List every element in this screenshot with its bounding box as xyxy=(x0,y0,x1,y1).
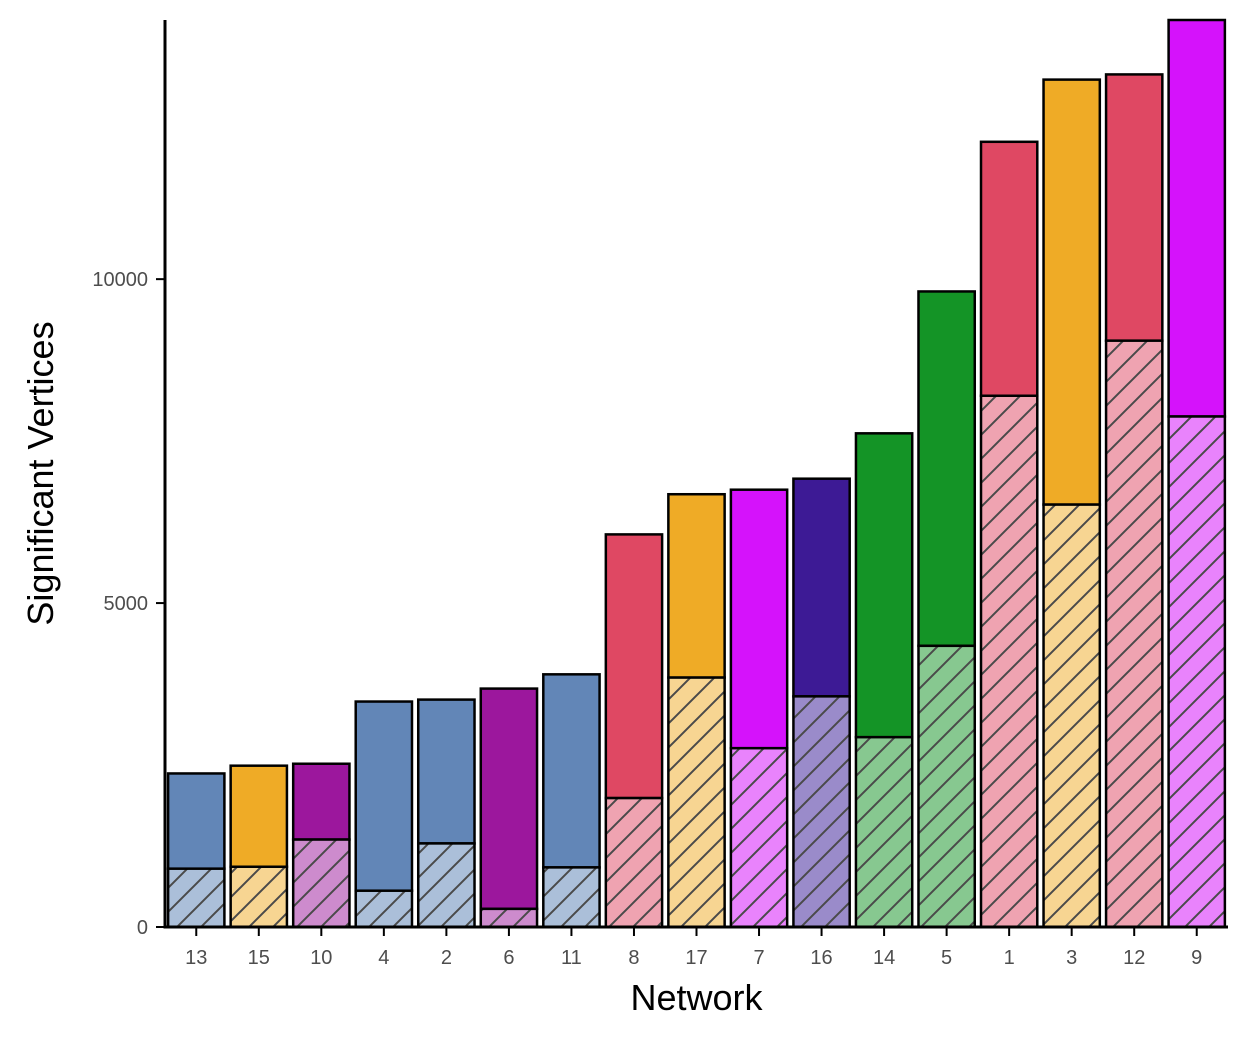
bar-lower-10 xyxy=(291,838,351,929)
x-tick-label: 17 xyxy=(685,947,707,969)
x-tick-label: 12 xyxy=(1123,947,1145,969)
bar-lower-3 xyxy=(1042,503,1102,929)
bar-upper-12 xyxy=(1104,73,1164,342)
x-tick-label: 8 xyxy=(628,947,639,969)
bar-lower-hatch-11 xyxy=(542,866,601,929)
x-tick-label: 15 xyxy=(248,947,270,969)
bar-upper-7 xyxy=(729,488,789,750)
bar-lower-8 xyxy=(604,796,664,929)
x-tick-label: 4 xyxy=(378,947,389,969)
x-tick-label: 11 xyxy=(561,947,582,969)
bar-lower-11 xyxy=(542,866,601,929)
bar-lower-5 xyxy=(917,644,977,929)
bar-upper-14 xyxy=(854,432,914,739)
y-tick-label: 10000 xyxy=(92,269,148,291)
bar-upper-8 xyxy=(604,533,664,800)
bar-lower-1 xyxy=(979,394,1039,929)
bar-lower-4 xyxy=(354,889,414,929)
x-axis-title: Network xyxy=(630,977,763,1018)
bar-lower-hatch-13 xyxy=(166,867,226,929)
bar-upper-16 xyxy=(792,477,851,698)
bar-lower-17 xyxy=(667,676,726,929)
x-tick-label: 13 xyxy=(185,947,207,969)
bar-lower-6 xyxy=(479,907,539,929)
bar-lower-12 xyxy=(1104,339,1164,929)
x-tick-label: 16 xyxy=(810,947,832,969)
bar-upper-1 xyxy=(979,140,1039,398)
bar-lower-hatch-2 xyxy=(416,842,476,929)
bar-lower-15 xyxy=(229,865,289,929)
bar-upper-6 xyxy=(479,687,539,911)
x-tick-label: 10 xyxy=(310,947,332,969)
bar-upper-2 xyxy=(416,698,476,845)
bar-upper-4 xyxy=(354,700,414,892)
bar-lower-13 xyxy=(166,867,226,929)
x-tick-label: 5 xyxy=(941,947,952,969)
bar-lower-16 xyxy=(792,695,851,929)
bar-lower-hatch-8 xyxy=(604,796,664,929)
x-tick-label: 3 xyxy=(1066,947,1077,969)
bar-upper-9 xyxy=(1167,18,1227,418)
bar-lower-14 xyxy=(854,735,914,929)
y-axis-title: Significant Vertices xyxy=(20,321,61,625)
y-ticks: 0 5000 10000 xyxy=(92,269,165,939)
x-tick-label: 7 xyxy=(753,947,764,969)
x-tick-label: 9 xyxy=(1191,947,1202,969)
bar-upper-3 xyxy=(1042,78,1102,506)
y-tick-label: 0 xyxy=(137,917,148,939)
bar-lower-hatch-6 xyxy=(479,907,539,929)
bar-lower-hatch-12 xyxy=(1104,339,1164,929)
bar-lower-hatch-9 xyxy=(1167,415,1227,929)
bar-upper-11 xyxy=(542,673,601,869)
bar-lower-2 xyxy=(416,842,476,929)
bar-upper-15 xyxy=(229,764,289,868)
bars-layer xyxy=(166,18,1227,929)
bar-lower-hatch-3 xyxy=(1042,503,1102,929)
bar-lower-hatch-17 xyxy=(667,676,726,929)
x-ticks: 13 15 10 4 2 6 11 8 17 7 16 14 5 1 3 12 9 xyxy=(185,927,1202,969)
bar-lower-hatch-16 xyxy=(792,695,851,929)
bar-lower-hatch-5 xyxy=(917,644,977,929)
bar-lower-hatch-10 xyxy=(291,838,351,929)
bar-lower-7 xyxy=(729,746,789,929)
bar-upper-10 xyxy=(291,762,351,841)
bar-lower-hatch-14 xyxy=(854,735,914,929)
bar-lower-9 xyxy=(1167,415,1227,929)
bar-lower-hatch-7 xyxy=(729,746,789,929)
x-tick-label: 14 xyxy=(873,947,895,969)
x-tick-label: 2 xyxy=(441,947,452,969)
y-tick-label: 5000 xyxy=(104,593,149,615)
bar-lower-hatch-1 xyxy=(979,394,1039,929)
bar-upper-13 xyxy=(166,772,226,870)
x-tick-label: 1 xyxy=(1004,947,1015,969)
bar-lower-hatch-4 xyxy=(354,889,414,929)
bar-lower-hatch-15 xyxy=(229,865,289,929)
bar-upper-5 xyxy=(917,290,977,648)
x-tick-label: 6 xyxy=(503,947,514,969)
bar-upper-17 xyxy=(667,492,726,679)
